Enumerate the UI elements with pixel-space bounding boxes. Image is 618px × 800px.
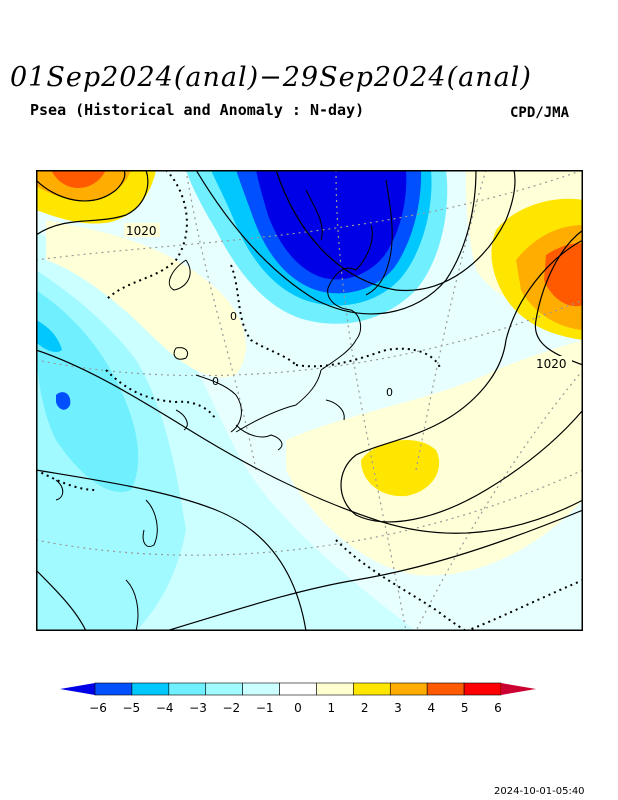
legend-labels: −6 −5 −4 −3 −2 −1 0 1 2 3 4 5 6 [89,701,502,715]
pressure-anomaly-map: 1020 1020 0 0 0 [36,170,583,631]
legend-tick-label: 4 [428,701,436,715]
contour-labels: 1020 1020 0 0 0 [124,223,572,399]
legend-tick-label: −5 [122,701,140,715]
anomaly-region-yellow-center [361,439,440,497]
coastlines [55,179,393,631]
contour-label-zero-b: 0 [212,375,219,388]
legend-cell [316,682,354,696]
legend-tick-label: 0 [294,701,302,715]
legend-cell [242,682,280,696]
anomaly-region-blue-small [56,392,71,410]
legend-cell [131,682,170,696]
legend-arrow-left [60,683,95,695]
legend-tick-label: −4 [156,701,174,715]
contour-label-zero-a: 0 [230,310,237,323]
legend-cell [389,682,428,696]
color-scale-legend: −6 −5 −4 −3 −2 −1 0 1 2 3 4 5 6 [60,682,538,722]
legend-arrow-right [501,683,536,695]
anomaly-region-blue-left [36,320,62,353]
chart-title: 01Sep2024(anal)−29Sep2024(anal) [10,62,532,93]
contour-label-1020-east: 1020 [536,357,567,371]
legend-cell [353,682,391,696]
legend-tick-label: −1 [256,701,274,715]
timestamp: 2024-10-01-05:40 [494,786,585,797]
legend-tick-label: 3 [394,701,402,715]
legend-cell [426,682,465,696]
legend-tick-label: −2 [222,701,240,715]
legend-cell [168,682,207,696]
anomaly-region-pale-yellow [46,220,246,378]
credit-label: CPD/JMA [510,105,570,121]
chart-subtitle: Psea (Historical and Anomaly : N-day) [30,101,365,119]
contour-label-1020-west: 1020 [126,224,157,238]
anomaly-region-deep-blue-north [256,170,407,280]
legend-tick-label: −6 [89,701,107,715]
legend-cell [463,682,502,696]
legend-tick-label: 6 [494,701,502,715]
legend-cell [279,682,317,696]
legend-tick-label: 5 [461,701,469,715]
legend-cell [205,682,243,696]
contour-label-zero-c: 0 [386,386,393,399]
legend-tick-label: −3 [189,701,207,715]
anomaly-region-deep-orange-nw [51,170,106,188]
zero-anomaly-contours [36,170,583,631]
map-frame [36,170,583,631]
anomaly-region-deep-orange-ne [544,243,583,307]
graticule [36,170,583,631]
legend-tick-label: 2 [361,701,369,715]
anomaly-region-light-cyan [36,290,139,492]
legend-cell [94,682,133,696]
legend-tick-label: 1 [328,701,336,715]
isobars [36,170,583,631]
legend-cells [94,682,502,696]
